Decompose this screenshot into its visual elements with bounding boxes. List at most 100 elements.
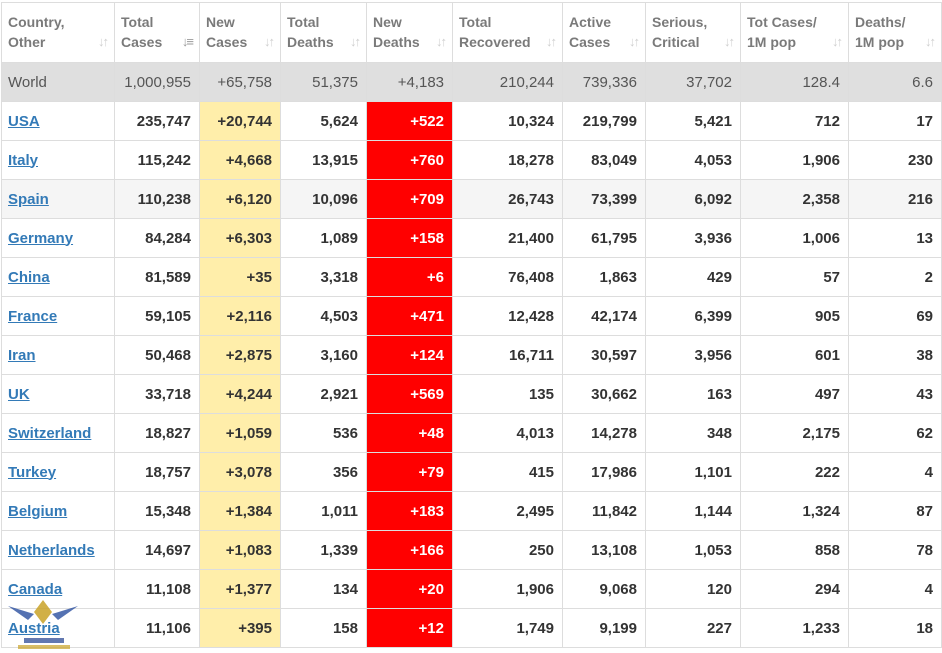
sort-descending-icon[interactable]: ↓≡ xyxy=(181,34,194,49)
country-link[interactable]: Iran xyxy=(8,346,36,364)
cell-total-recovered: 415 xyxy=(452,452,563,492)
cell-new-cases: +1,384 xyxy=(199,491,281,531)
cell-total-deaths: 1,011 xyxy=(280,491,367,531)
country-link[interactable]: Belgium xyxy=(8,502,68,520)
table-row: Spain 110,238 +6,120 10,096 +709 26,743 73,399… xyxy=(1,179,942,219)
cell-total-cases: 11,108 xyxy=(114,569,200,609)
cell-total-deaths: 4,503 xyxy=(280,296,367,336)
country-link[interactable]: Spain xyxy=(8,190,49,208)
cell-total-cases: 59,105 xyxy=(114,296,200,336)
header-deaths-per-1m[interactable]: Deaths/1M pop ↓↑ xyxy=(848,2,942,63)
cell-total-deaths: 2,921 xyxy=(280,374,367,414)
header-cases-per-1m[interactable]: Tot Cases/1M pop ↓↑ xyxy=(740,2,849,63)
country-link[interactable]: UK xyxy=(8,385,30,403)
country-link[interactable]: Austria xyxy=(8,619,60,637)
cell-total-cases: 11,106 xyxy=(114,608,200,648)
cell-serious-critical: 120 xyxy=(645,569,741,609)
sort-arrows-icon[interactable]: ↓↑ xyxy=(98,34,109,49)
sort-arrows-icon[interactable]: ↓↑ xyxy=(724,34,735,49)
cell-active-cases: 30,597 xyxy=(562,335,646,375)
country-link[interactable]: Germany xyxy=(8,229,74,247)
cell-serious-critical: 3,956 xyxy=(645,335,741,375)
cell-cases-per-1m: 1,233 xyxy=(740,608,849,648)
table-row: Switzerland 18,827 +1,059 536 +48 4,013 14,278… xyxy=(1,413,942,453)
sort-arrows-icon[interactable]: ↓↑ xyxy=(629,34,640,49)
country-link[interactable]: USA xyxy=(8,112,40,130)
cell-total-cases: 115,242 xyxy=(114,140,200,180)
sort-arrows-icon[interactable]: ↓↑ xyxy=(925,34,936,49)
cell-country: Belgium xyxy=(1,491,115,531)
header-label-line: Cases xyxy=(121,34,163,50)
header-label-line: 1M pop xyxy=(855,34,904,50)
cell-serious-critical: 3,936 xyxy=(645,218,741,258)
cell-new-deaths: +124 xyxy=(366,335,453,375)
table-row: USA 235,747 +20,744 5,624 +522 10,324 219,799 5… xyxy=(1,101,942,141)
cell-country: Iran xyxy=(1,335,115,375)
cell-deaths-per-1m: 2 xyxy=(848,257,942,297)
country-link[interactable]: Italy xyxy=(8,151,39,169)
header-label-line: Serious, xyxy=(652,14,708,30)
country-link[interactable]: Canada xyxy=(8,580,63,598)
sort-arrows-icon[interactable]: ↓↑ xyxy=(832,34,843,49)
cell-deaths-per-1m: 4 xyxy=(848,569,942,609)
cell-active-cases: 9,068 xyxy=(562,569,646,609)
sort-arrows-icon[interactable]: ↓↑ xyxy=(436,34,447,49)
header-label-line: Other xyxy=(8,34,46,50)
header-label-line: Country, xyxy=(8,14,65,30)
header-label-line: Active xyxy=(569,14,612,30)
table-row: Iran 50,468 +2,875 3,160 +124 16,711 30,597 3,9… xyxy=(1,335,942,375)
header-total-cases[interactable]: Total Cases ↓≡ xyxy=(114,2,200,63)
cell-new-deaths: +158 xyxy=(366,218,453,258)
cell-active-cases: 1,863 xyxy=(562,257,646,297)
cell-deaths-per-1m: 62 xyxy=(848,413,942,453)
header-total-recovered[interactable]: Total Recovered ↓↑ xyxy=(452,2,563,63)
cell-country: Switzerland xyxy=(1,413,115,453)
sort-arrows-icon[interactable]: ↓↑ xyxy=(350,34,361,49)
cell-new-cases: +3,078 xyxy=(199,452,281,492)
cell-serious-critical: 1,053 xyxy=(645,530,741,570)
cell-total-deaths: 158 xyxy=(280,608,367,648)
cell-total-cases: 235,747 xyxy=(114,101,200,141)
cell-cases-per-1m: 858 xyxy=(740,530,849,570)
table-body: World 1,000,955 +65,758 51,375 +4,183 210,244… xyxy=(1,62,942,648)
cell-new-cases: +395 xyxy=(199,608,281,648)
cell-new-deaths: +4,183 xyxy=(366,62,453,102)
cell-active-cases: 30,662 xyxy=(562,374,646,414)
cell-total-recovered: 76,408 xyxy=(452,257,563,297)
cell-total-cases: 15,348 xyxy=(114,491,200,531)
country-link[interactable]: Switzerland xyxy=(8,424,92,442)
cell-total-deaths: 3,318 xyxy=(280,257,367,297)
sort-arrows-icon[interactable]: ↓↑ xyxy=(546,34,557,49)
cell-active-cases: 739,336 xyxy=(562,62,646,102)
cell-active-cases: 11,842 xyxy=(562,491,646,531)
cell-active-cases: 83,049 xyxy=(562,140,646,180)
header-new-deaths[interactable]: New Deaths ↓↑ xyxy=(366,2,453,63)
cell-total-recovered: 4,013 xyxy=(452,413,563,453)
cell-active-cases: 9,199 xyxy=(562,608,646,648)
cell-serious-critical: 1,101 xyxy=(645,452,741,492)
header-label-line: Deaths xyxy=(287,34,334,50)
cell-active-cases: 13,108 xyxy=(562,530,646,570)
cell-deaths-per-1m: 13 xyxy=(848,218,942,258)
forum-watermark-logo xyxy=(8,600,78,649)
cell-deaths-per-1m: 18 xyxy=(848,608,942,648)
header-new-cases[interactable]: New Cases ↓↑ xyxy=(199,2,281,63)
cell-total-recovered: 135 xyxy=(452,374,563,414)
header-country[interactable]: Country, Other ↓↑ xyxy=(1,2,115,63)
header-label-line: Total xyxy=(121,14,154,30)
cell-total-deaths: 5,624 xyxy=(280,101,367,141)
country-link[interactable]: China xyxy=(8,268,50,286)
country-link[interactable]: Turkey xyxy=(8,463,57,481)
cell-active-cases: 42,174 xyxy=(562,296,646,336)
cell-serious-critical: 429 xyxy=(645,257,741,297)
country-link[interactable]: Netherlands xyxy=(8,541,95,559)
country-link[interactable]: France xyxy=(8,307,58,325)
header-serious-critical[interactable]: Serious, Critical ↓↑ xyxy=(645,2,741,63)
header-active-cases[interactable]: Active Cases ↓↑ xyxy=(562,2,646,63)
cell-new-deaths: +760 xyxy=(366,140,453,180)
cell-cases-per-1m: 128.4 xyxy=(740,62,849,102)
sort-arrows-icon[interactable]: ↓↑ xyxy=(264,34,275,49)
header-total-deaths[interactable]: Total Deaths ↓↑ xyxy=(280,2,367,63)
cell-deaths-per-1m: 17 xyxy=(848,101,942,141)
table-row: Austria 11,106 +395 158 +12 1,749 9,199 227 1,23… xyxy=(1,608,942,648)
